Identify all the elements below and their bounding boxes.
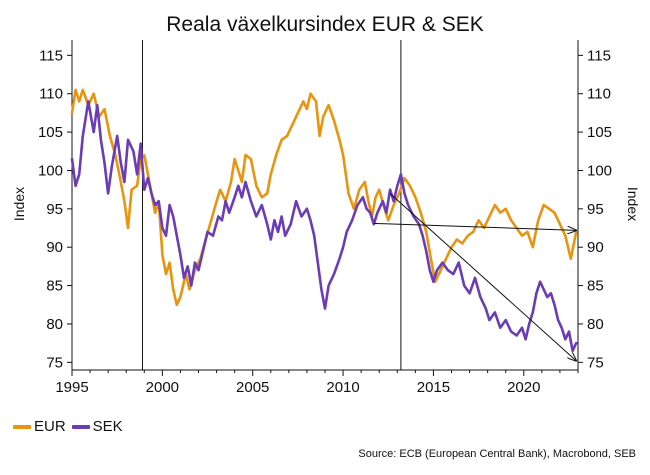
y-axis-title-right: Index <box>625 187 641 221</box>
y-tick-label-left-85: 85 <box>46 278 63 295</box>
x-tick-label-1995: 1995 <box>55 379 88 396</box>
axes: 75 75 80 80 85 85 90 90 95 95 100 100 105 105 110 110 11… <box>38 40 612 396</box>
series-line-eur <box>70 88 578 307</box>
source-note: Source: ECB (European Central Bank), Mac… <box>358 448 636 460</box>
y-tick-label-left-95: 95 <box>46 201 63 218</box>
y-tick-label-left-115: 115 <box>39 47 63 64</box>
x-tick-label-2010: 2010 <box>326 379 359 396</box>
y-tick-label-left-75: 75 <box>46 354 63 371</box>
y-tick-label-right-75: 75 <box>587 354 604 371</box>
trend-arrows <box>373 193 576 360</box>
legend-label-eur: EUR <box>34 418 66 435</box>
y-tick-label-right-90: 90 <box>587 239 604 256</box>
series-layer <box>70 88 578 353</box>
trend-arrow-2 <box>373 222 576 230</box>
x-tick-label-2015: 2015 <box>417 379 450 396</box>
y-tick-label-right-110: 110 <box>587 86 611 103</box>
legend-swatch-sek <box>71 424 90 429</box>
legend-item-eur: EUR <box>13 418 66 435</box>
series-line-sek <box>70 100 578 353</box>
chart: Reala växelkursindex EUR & SEK Index Ind… <box>11 13 641 396</box>
y-tick-label-left-110: 110 <box>39 86 63 103</box>
trend-arrow-1 <box>389 193 576 360</box>
vertical-markers <box>141 40 402 370</box>
y-tick-label-right-80: 80 <box>587 316 604 333</box>
legend: EUR SEK <box>13 418 129 435</box>
x-tick-label-2005: 2005 <box>236 379 269 396</box>
legend-label-sek: SEK <box>92 418 123 435</box>
y-tick-label-right-115: 115 <box>587 47 611 64</box>
y-axis-title-left: Index <box>11 187 27 221</box>
legend-swatch-eur <box>13 424 31 429</box>
chart-title: Reala växelkursindex EUR & SEK <box>166 13 483 36</box>
y-tick-label-right-105: 105 <box>587 124 612 141</box>
y-tick-label-left-105: 105 <box>38 124 63 141</box>
y-tick-label-right-100: 100 <box>587 162 612 179</box>
y-tick-label-left-90: 90 <box>46 239 63 256</box>
x-tick-label-2020: 2020 <box>507 379 540 396</box>
y-tick-label-right-95: 95 <box>587 201 604 218</box>
legend-item-sek: SEK <box>71 418 123 435</box>
y-tick-label-left-80: 80 <box>46 316 63 333</box>
y-tick-label-left-100: 100 <box>38 162 63 179</box>
y-tick-label-right-85: 85 <box>587 278 604 295</box>
x-tick-label-2000: 2000 <box>146 379 179 396</box>
